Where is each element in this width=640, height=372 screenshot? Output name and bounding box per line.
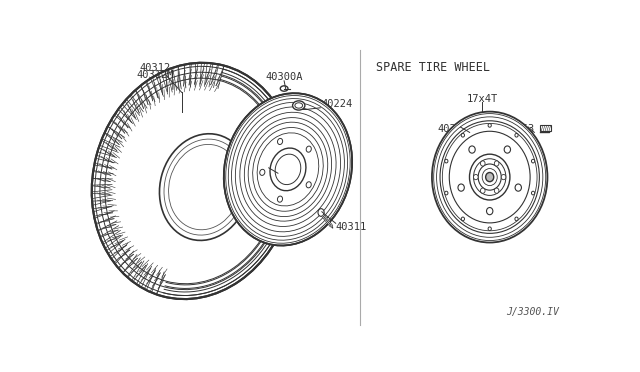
Ellipse shape (515, 217, 518, 221)
Ellipse shape (531, 191, 534, 195)
Text: 40300P: 40300P (437, 124, 475, 134)
Text: 40224: 40224 (322, 99, 353, 109)
Ellipse shape (278, 138, 283, 144)
Text: 40353: 40353 (504, 124, 535, 134)
Ellipse shape (486, 173, 493, 182)
Ellipse shape (440, 121, 540, 233)
Ellipse shape (275, 154, 301, 185)
Ellipse shape (474, 174, 478, 180)
Ellipse shape (515, 134, 518, 137)
Text: 40312: 40312 (139, 63, 170, 73)
Ellipse shape (501, 174, 506, 180)
Ellipse shape (306, 146, 311, 152)
Ellipse shape (478, 164, 501, 190)
Ellipse shape (445, 191, 448, 195)
Ellipse shape (277, 196, 282, 202)
Ellipse shape (504, 146, 511, 153)
Ellipse shape (481, 161, 485, 166)
Ellipse shape (461, 217, 465, 221)
Ellipse shape (488, 124, 492, 127)
Ellipse shape (486, 208, 493, 215)
Ellipse shape (280, 86, 288, 91)
Ellipse shape (432, 112, 547, 243)
Ellipse shape (481, 188, 485, 193)
Ellipse shape (318, 209, 324, 217)
Ellipse shape (449, 131, 530, 223)
Ellipse shape (159, 134, 250, 240)
Text: 40311: 40311 (336, 222, 367, 232)
Ellipse shape (488, 227, 492, 231)
Ellipse shape (494, 188, 499, 193)
Text: 40300P: 40300P (250, 158, 287, 168)
Ellipse shape (306, 182, 311, 188)
Ellipse shape (469, 146, 476, 153)
Bar (540, 125, 550, 131)
Text: 40300A: 40300A (266, 72, 303, 82)
Ellipse shape (270, 148, 306, 191)
Ellipse shape (92, 63, 295, 299)
Ellipse shape (470, 154, 510, 200)
Ellipse shape (461, 134, 465, 137)
Ellipse shape (515, 184, 522, 191)
Ellipse shape (224, 93, 352, 246)
Ellipse shape (494, 161, 499, 166)
Text: SPARE TIRE WHEEL: SPARE TIRE WHEEL (376, 61, 490, 74)
Text: 40312M: 40312M (136, 70, 173, 80)
Ellipse shape (531, 159, 534, 163)
Ellipse shape (458, 184, 464, 191)
Text: 17x4T: 17x4T (467, 93, 498, 103)
Ellipse shape (445, 159, 448, 163)
Ellipse shape (260, 169, 265, 176)
Ellipse shape (292, 101, 305, 110)
Text: J/3300.IV: J/3300.IV (506, 307, 559, 317)
